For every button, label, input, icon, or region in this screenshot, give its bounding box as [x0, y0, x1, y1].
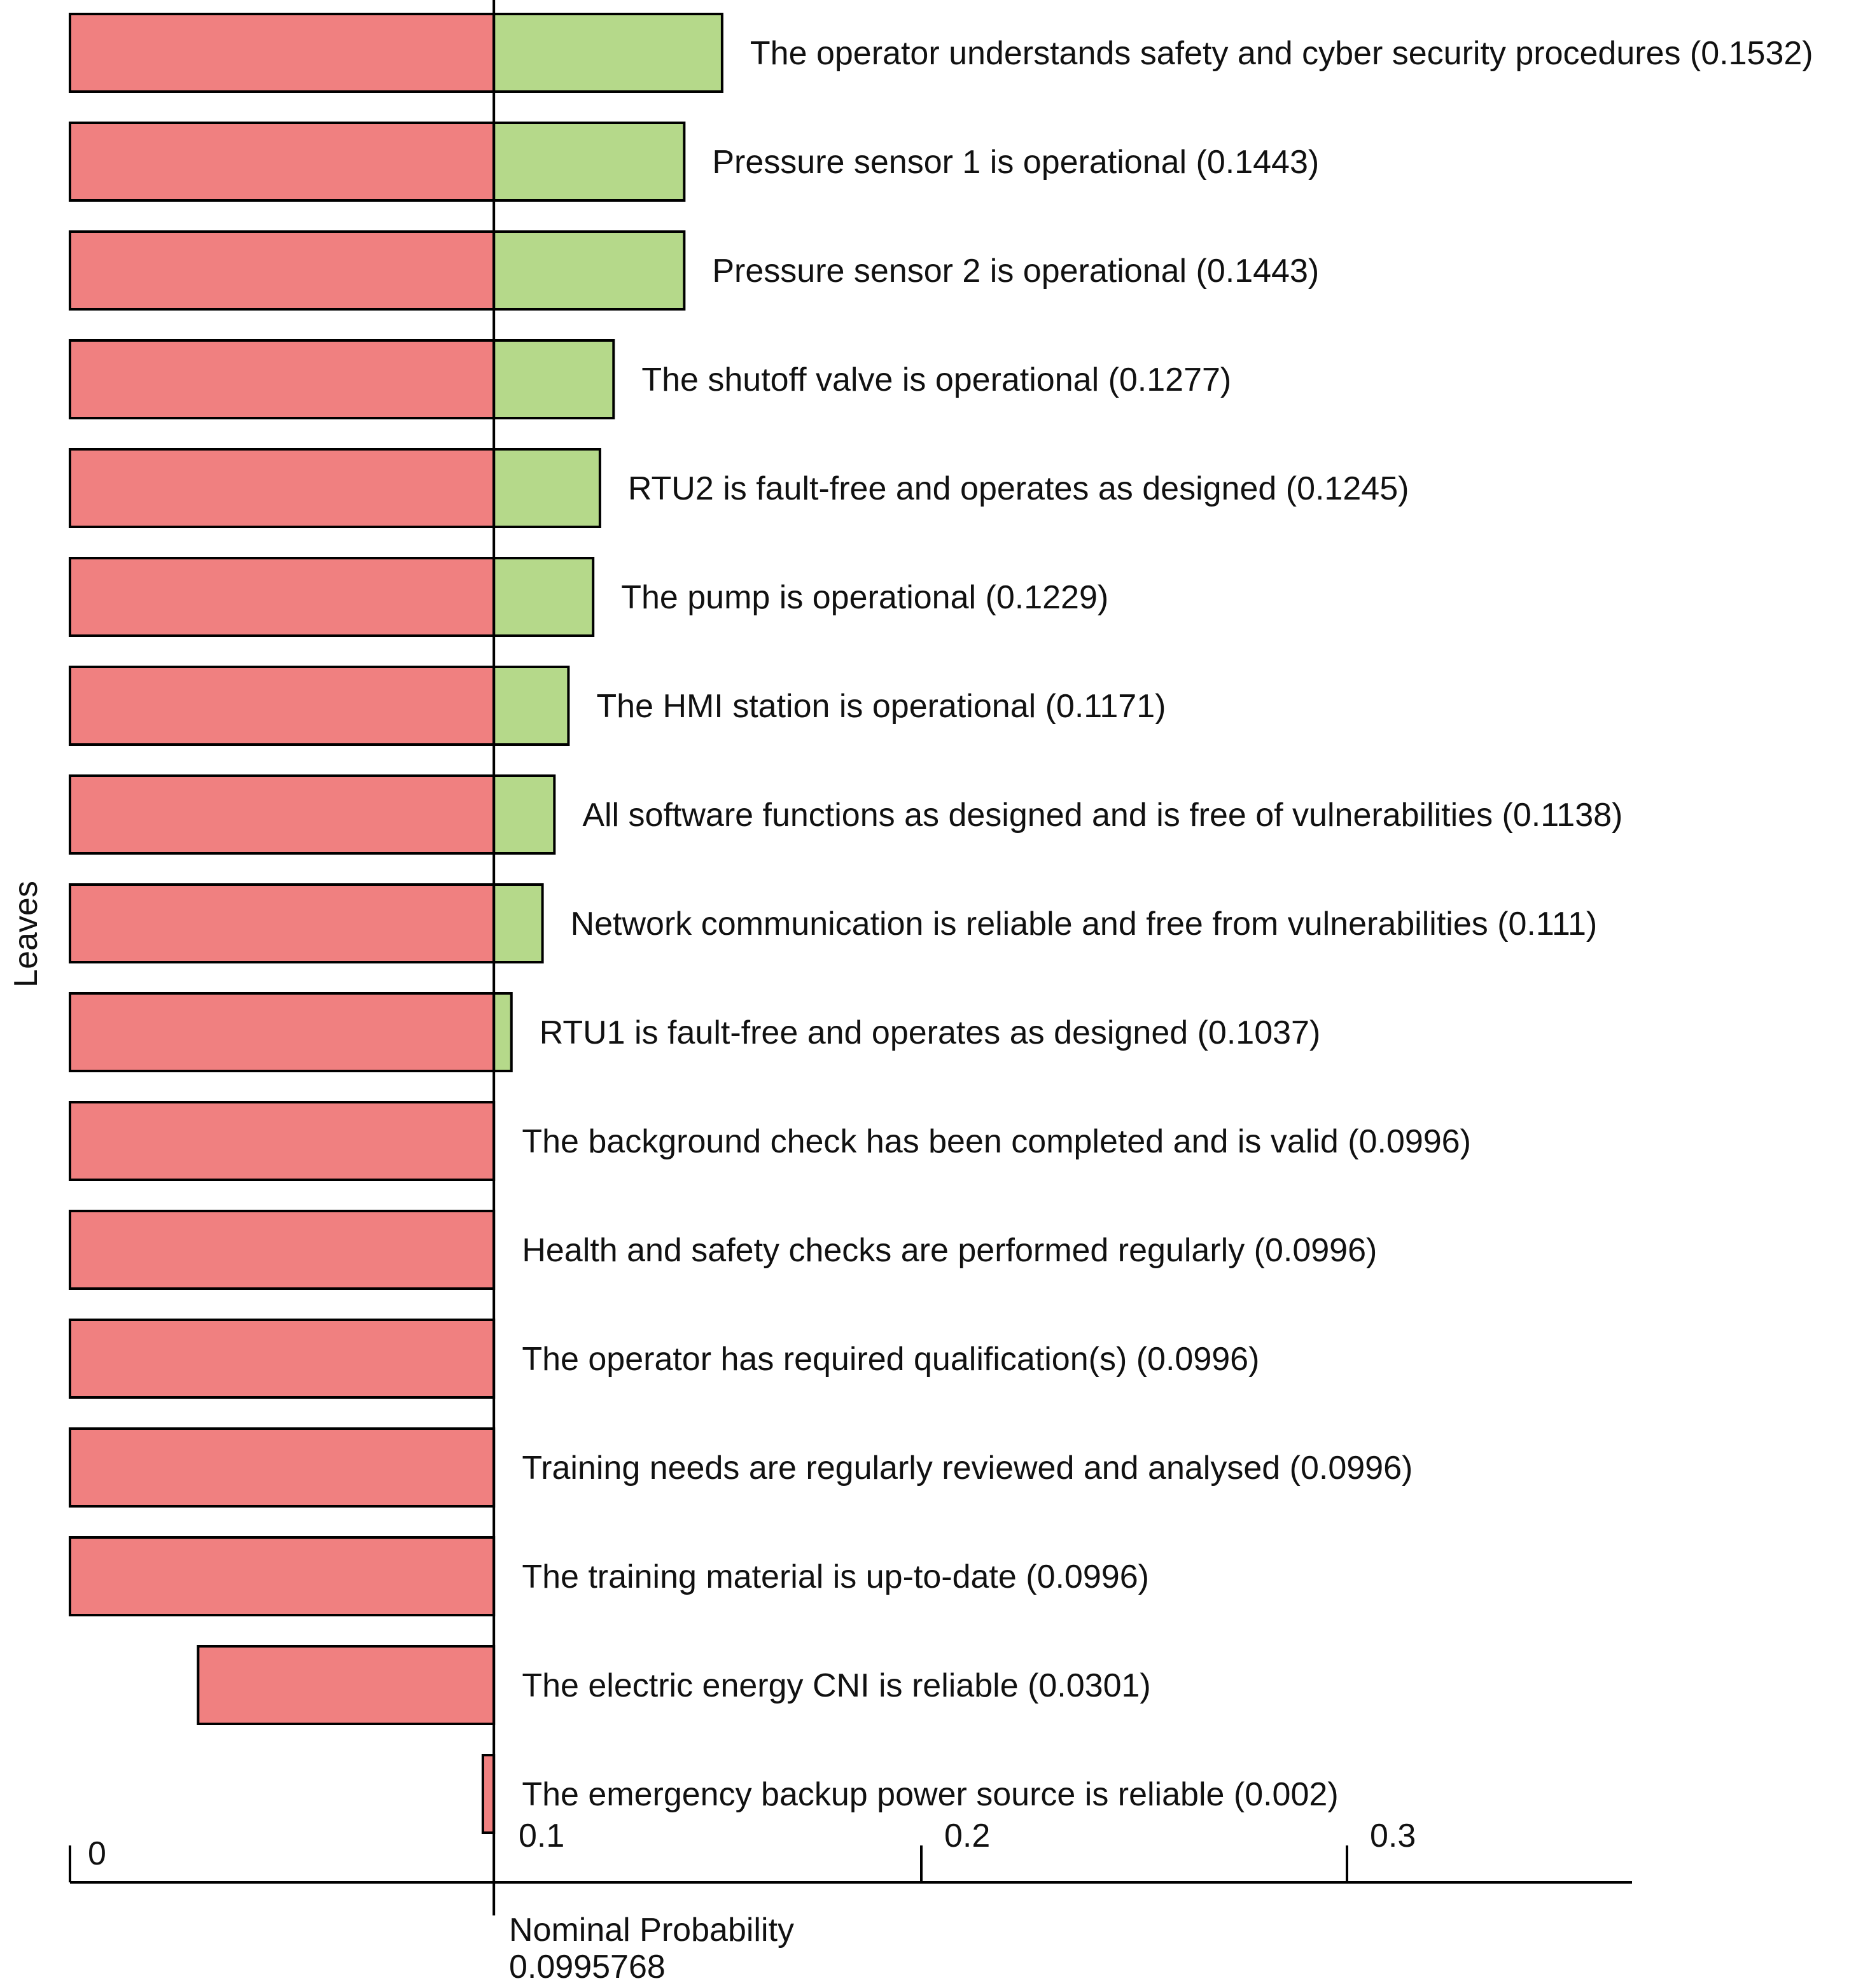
bar-low-segment — [69, 13, 496, 93]
bar-label: The HMI station is operational (0.1171) — [596, 688, 1166, 725]
bar-label: Network communication is reliable and fr… — [571, 906, 1598, 942]
x-tick-label: 0.3 — [1370, 1817, 1416, 1854]
bar-low-segment — [69, 1210, 496, 1290]
bar-low-segment — [69, 339, 496, 419]
bar-low-segment — [481, 1754, 496, 1834]
y-axis-label: Leaves — [8, 881, 45, 988]
x-axis-label: Nominal Probability — [509, 1912, 794, 1949]
bar-low-segment — [69, 992, 496, 1072]
bar-low-segment — [69, 230, 496, 311]
bar-label: The training material is up-to-date (0.0… — [522, 1558, 1149, 1595]
x-tick-label: 0.2 — [944, 1817, 990, 1854]
bar-label: The background check has been completed … — [522, 1123, 1471, 1160]
bar-label: Pressure sensor 2 is operational (0.1443… — [712, 253, 1319, 290]
bar-high-segment — [492, 448, 601, 528]
bar-label: The emergency backup power source is rel… — [522, 1776, 1338, 1813]
bar-label: Pressure sensor 1 is operational (0.1443… — [712, 144, 1319, 181]
bar-low-segment — [69, 122, 496, 202]
bar-low-segment — [69, 1536, 496, 1616]
bars-layer — [69, 13, 723, 1834]
bar-labels-layer: The operator understands safety and cybe… — [522, 35, 1813, 1813]
bar-low-segment — [197, 1645, 496, 1725]
bar-label: The operator has required qualification(… — [522, 1341, 1259, 1378]
x-tick-label: 0 — [88, 1835, 106, 1872]
x-tick-label: 0.1 — [519, 1817, 564, 1854]
bar-label: All software functions as designed and i… — [582, 797, 1622, 834]
bar-high-segment — [492, 666, 570, 746]
bar-label: The operator understands safety and cybe… — [750, 35, 1813, 72]
bar-label: RTU1 is fault-free and operates as desig… — [540, 1014, 1321, 1051]
bar-low-segment — [69, 774, 496, 855]
bar-low-segment — [69, 1319, 496, 1399]
bar-high-segment — [492, 557, 595, 637]
bar-high-segment — [492, 774, 556, 855]
bar-label: The pump is operational (0.1229) — [621, 579, 1108, 616]
bar-low-segment — [69, 557, 496, 637]
bar-label: Training needs are regularly reviewed an… — [522, 1450, 1413, 1487]
bar-high-segment — [492, 13, 723, 93]
bar-low-segment — [69, 1427, 496, 1508]
x-axis: 0 0.1 0.2 0.3 — [69, 1817, 1632, 1884]
bar-label: The shutoff valve is operational (0.1277… — [641, 361, 1231, 398]
bar-high-segment — [492, 230, 686, 311]
bar-low-segment — [69, 666, 496, 746]
bar-low-segment — [69, 883, 496, 963]
bar-label: RTU2 is fault-free and operates as desig… — [628, 470, 1409, 507]
bar-label: The electric energy CNI is reliable (0.0… — [522, 1667, 1150, 1704]
bar-low-segment — [69, 1101, 496, 1181]
nominal-value-label: 0.0995768 — [509, 1949, 666, 1985]
bar-label: Health and safety checks are performed r… — [522, 1232, 1377, 1269]
bar-high-segment — [492, 992, 513, 1072]
bar-high-segment — [492, 883, 544, 963]
bar-low-segment — [69, 448, 496, 528]
bar-high-segment — [492, 339, 615, 419]
bar-high-segment — [492, 122, 686, 202]
